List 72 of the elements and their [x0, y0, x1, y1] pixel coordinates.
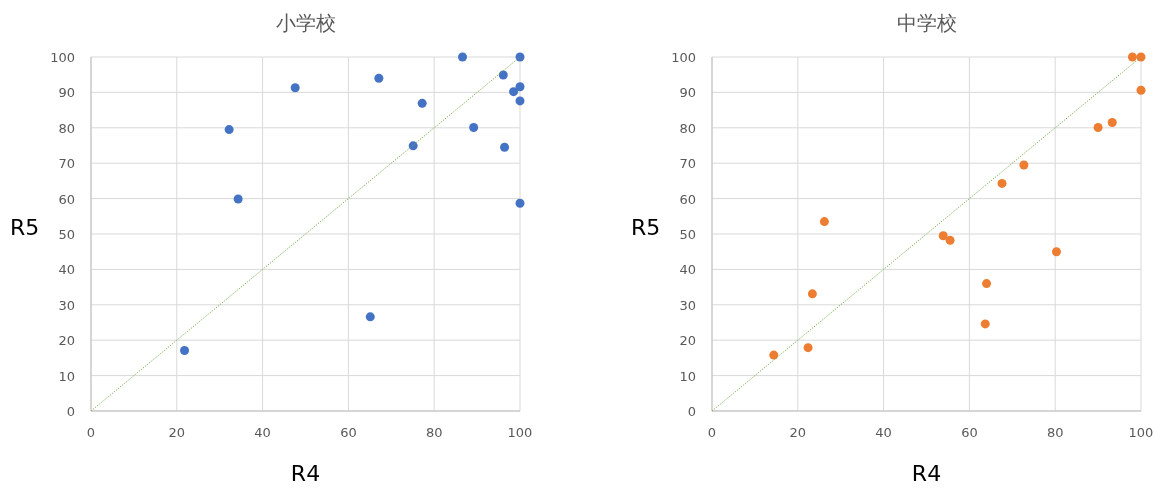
- y-tick-label: 30: [679, 297, 696, 313]
- x-tick-label: 0: [707, 425, 717, 440]
- y-tick-label: 50: [679, 227, 696, 242]
- y-tick-label: 50: [58, 227, 75, 242]
- point: [374, 73, 384, 83]
- y-tick-label: 0: [687, 404, 696, 419]
- point: [408, 141, 418, 151]
- point: [458, 52, 468, 62]
- point: [982, 279, 992, 289]
- y-tick-label: 40: [58, 262, 75, 278]
- y-tick-label: 60: [58, 191, 75, 207]
- point: [233, 194, 243, 204]
- point: [509, 87, 519, 97]
- y-tick-label: 60: [679, 191, 696, 207]
- y-tick-label: 80: [58, 120, 75, 136]
- point: [1136, 52, 1146, 62]
- x-tick-label: 20: [168, 425, 186, 440]
- point: [807, 289, 817, 299]
- x-tick-label: 80: [425, 425, 443, 440]
- point: [290, 83, 300, 93]
- point: [500, 142, 510, 152]
- x-tick-label: 0: [86, 425, 96, 440]
- point: [1127, 52, 1137, 62]
- x-tick-label: 40: [254, 425, 271, 440]
- y-tick-label: 20: [679, 333, 696, 349]
- chart-title: 中学校: [896, 11, 957, 35]
- y-tick-label: 90: [679, 85, 696, 101]
- point: [819, 217, 829, 227]
- point: [515, 52, 525, 62]
- point: [469, 122, 479, 132]
- point: [1051, 247, 1061, 257]
- x-axis-title: R4: [290, 461, 321, 486]
- y-axis-title: R5: [631, 215, 661, 240]
- point: [224, 125, 234, 135]
- point: [1093, 122, 1103, 132]
- chart-title: 小学校: [275, 11, 336, 35]
- point: [945, 235, 955, 245]
- x-tick-label: 20: [789, 425, 807, 440]
- y-tick-label: 30: [58, 297, 75, 313]
- point: [1107, 117, 1117, 127]
- x-tick-label: 60: [340, 425, 357, 440]
- point: [1136, 85, 1146, 95]
- y-tick-label: 10: [58, 368, 75, 384]
- y-tick-label: 0: [66, 404, 75, 419]
- x-axis-title: R4: [911, 461, 942, 486]
- y-tick-label: 70: [679, 156, 696, 172]
- point: [180, 345, 190, 355]
- point: [515, 198, 525, 208]
- y-tick-label: 80: [679, 120, 696, 136]
- x-tick-label: 80: [1046, 425, 1064, 440]
- x-tick-label: 40: [875, 425, 892, 440]
- x-tick-label: 60: [961, 425, 978, 440]
- point: [803, 343, 813, 353]
- y-tick-label: 20: [58, 333, 75, 349]
- x-tick-label: 100: [1128, 425, 1153, 440]
- y-tick-label: 40: [679, 262, 696, 278]
- y-tick-label: 100: [50, 50, 75, 65]
- y-axis-title: R5: [10, 215, 40, 240]
- y-tick-label: 100: [671, 50, 696, 65]
- point: [1019, 160, 1029, 170]
- point: [515, 96, 525, 106]
- y-tick-label: 70: [58, 156, 75, 172]
- x-tick-label: 100: [507, 425, 533, 440]
- point: [997, 178, 1007, 188]
- point: [980, 319, 990, 329]
- point: [515, 82, 525, 92]
- y-tick-label: 90: [58, 85, 75, 101]
- point: [938, 231, 948, 241]
- y-tick-label: 10: [679, 368, 696, 384]
- point: [417, 98, 427, 108]
- point: [365, 312, 375, 322]
- point: [769, 350, 779, 360]
